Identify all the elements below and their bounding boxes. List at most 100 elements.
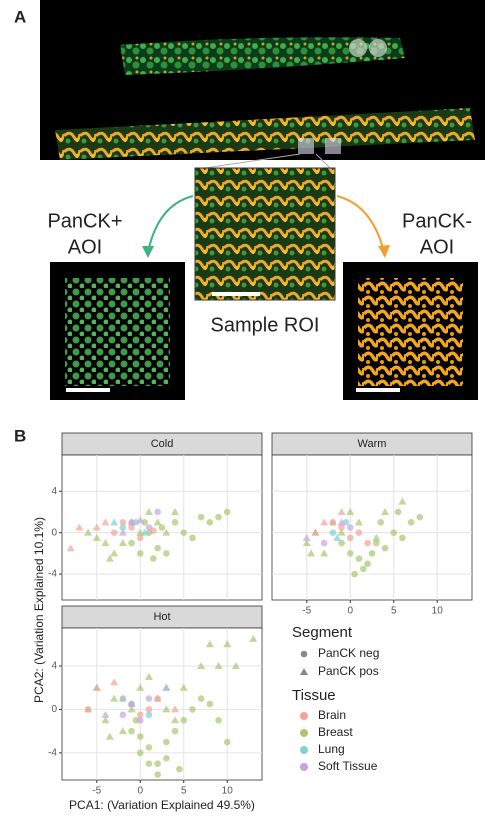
point [180,529,188,536]
point [118,727,127,735]
point [311,528,320,536]
point [119,519,127,526]
point [205,640,214,648]
point [105,554,114,562]
point [320,549,329,557]
point [145,744,153,751]
point [136,711,144,719]
point [346,524,354,531]
point [407,519,415,526]
point [153,518,162,526]
legend: Segment PanCK neg PanCK pos Tissue Brain Brea… [292,624,379,773]
point [320,518,329,526]
panel-label: A [14,7,26,26]
point [416,513,424,521]
x-tick-label: 10 [432,606,444,617]
point [144,507,153,515]
point [206,519,214,526]
point [150,555,157,562]
legend-swatch [300,712,308,720]
point [136,733,144,740]
point [136,550,144,557]
point [351,570,358,578]
y-tick-label: 4 [51,661,57,672]
point [223,640,232,648]
point [145,695,153,702]
zoom-line [204,153,301,169]
point [163,754,170,762]
point [136,534,144,542]
point [110,529,118,536]
facets: Cold -4 0 4 Warm -5 0 5 10 Hot -5 0 5 10 -4 0 4 [48,432,473,797]
legend-swatch [300,729,308,737]
point [214,662,223,669]
point [171,705,180,713]
point [163,550,170,557]
point [101,539,110,547]
aoi-label: PanCK+ [47,210,122,232]
point [346,534,354,542]
point [337,528,346,536]
point [136,516,145,524]
point [118,539,127,547]
point [355,529,363,536]
point [329,529,337,536]
arrow [336,195,385,253]
legend-label: Breast [318,725,353,739]
point [128,539,135,547]
point [307,549,316,557]
point [364,560,371,568]
legend-swatch [300,746,308,754]
y-tick-label: -4 [48,569,57,580]
point [373,539,380,547]
legend-swatch [300,763,308,771]
roi-label: Sample ROI [211,314,320,336]
point [66,544,75,552]
point [171,519,179,526]
point [333,533,342,541]
aoi-label: AOI [68,236,102,258]
x-tick-label: -5 [302,606,311,617]
point [381,507,390,515]
point [127,700,136,707]
x-tick-label: 5 [181,786,187,797]
point [145,711,153,719]
zoom-line [315,153,331,169]
point [215,716,222,724]
tissue-strip [55,108,475,160]
point [101,716,110,724]
x-tick-label: 0 [347,606,353,617]
point [128,524,135,531]
scale-bar [356,388,400,392]
y-axis-label: PCA2: (Variation Explained 10.1%) [32,517,46,703]
point [364,539,371,547]
plot-area [61,627,263,781]
point [368,550,376,557]
point [180,716,188,724]
roi-marker [325,138,341,154]
point [360,565,367,573]
point [381,544,389,552]
point [145,760,153,768]
point [136,749,144,757]
point [145,524,153,531]
legend-label: Brain [318,708,346,722]
facet-title: Warm [358,438,387,450]
roi-image [194,167,336,301]
point [158,524,166,531]
point [189,534,196,542]
point [354,518,363,526]
point [154,508,161,516]
point [136,683,145,691]
x-axis-label: PCA1: (Variation Explained 49.5%) [69,798,255,812]
point [223,508,231,516]
point [118,528,127,536]
point [162,705,171,713]
point [118,694,127,702]
point [110,518,119,526]
point [206,700,214,708]
point [128,519,135,526]
point [163,738,170,746]
point [110,694,119,702]
